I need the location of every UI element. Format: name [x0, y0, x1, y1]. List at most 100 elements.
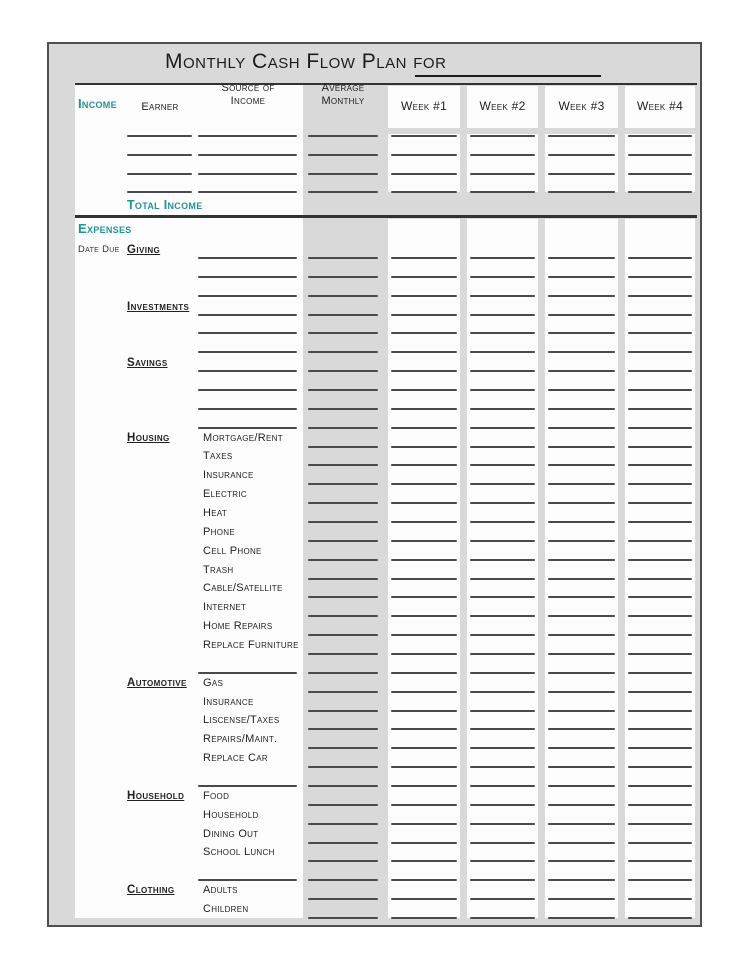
- expense-week1-field[interactable]: [391, 634, 457, 637]
- expense-week1-field[interactable]: [391, 332, 457, 335]
- expense-week2-field[interactable]: [470, 822, 535, 825]
- expense-week2-field[interactable]: [470, 652, 535, 655]
- expense-avg-monthly-field[interactable]: [308, 634, 378, 637]
- expense-week3-field[interactable]: [548, 634, 615, 637]
- title-blank-line[interactable]: [415, 75, 601, 77]
- expense-week2-field[interactable]: [470, 445, 535, 448]
- expense-week4-field[interactable]: [628, 690, 692, 693]
- income-earner-field[interactable]: [127, 153, 192, 156]
- expense-week2-field[interactable]: [470, 407, 535, 410]
- expense-week1-field[interactable]: [391, 407, 457, 410]
- expense-week1-field[interactable]: [391, 747, 457, 750]
- expense-avg-monthly-field[interactable]: [308, 388, 378, 391]
- expense-week2-field[interactable]: [470, 388, 535, 391]
- expense-avg-monthly-field[interactable]: [308, 803, 378, 806]
- expense-source-field[interactable]: [198, 388, 297, 391]
- expense-week3-field[interactable]: [548, 275, 615, 278]
- income-week4-field[interactable]: [628, 135, 692, 137]
- expense-week3-field[interactable]: [548, 803, 615, 806]
- expense-week2-field[interactable]: [470, 313, 535, 316]
- expense-avg-monthly-field[interactable]: [308, 502, 378, 505]
- expense-avg-monthly-field[interactable]: [308, 728, 378, 731]
- expense-week1-field[interactable]: [391, 841, 457, 844]
- expense-week3-field[interactable]: [548, 822, 615, 825]
- expense-week3-field[interactable]: [548, 426, 615, 429]
- expense-week3-field[interactable]: [548, 860, 615, 863]
- expense-week4-field[interactable]: [628, 766, 692, 769]
- expense-source-field[interactable]: [198, 257, 297, 259]
- expense-week2-field[interactable]: [470, 898, 535, 901]
- income-week2-field[interactable]: [470, 135, 535, 137]
- expense-avg-monthly-field[interactable]: [308, 539, 378, 542]
- expense-week4-field[interactable]: [628, 652, 692, 655]
- expense-week2-field[interactable]: [470, 634, 535, 637]
- expense-week4-field[interactable]: [628, 483, 692, 486]
- expense-week1-field[interactable]: [391, 275, 457, 278]
- expense-avg-monthly-field[interactable]: [308, 275, 378, 278]
- expense-avg-monthly-field[interactable]: [308, 407, 378, 410]
- expense-week1-field[interactable]: [391, 313, 457, 316]
- expense-week3-field[interactable]: [548, 898, 615, 901]
- expense-week2-field[interactable]: [470, 483, 535, 486]
- expense-avg-monthly-field[interactable]: [308, 615, 378, 618]
- income-earner-field[interactable]: [127, 172, 192, 175]
- expense-week1-field[interactable]: [391, 520, 457, 523]
- expense-week1-field[interactable]: [391, 426, 457, 429]
- expense-week4-field[interactable]: [628, 822, 692, 825]
- expense-week3-field[interactable]: [548, 577, 615, 580]
- expense-week2-field[interactable]: [470, 294, 535, 297]
- expense-week4-field[interactable]: [628, 860, 692, 863]
- expense-week1-field[interactable]: [391, 577, 457, 580]
- expense-week4-field[interactable]: [628, 747, 692, 750]
- expense-avg-monthly-field[interactable]: [308, 822, 378, 825]
- expense-week2-field[interactable]: [470, 916, 535, 919]
- expense-week4-field[interactable]: [628, 803, 692, 806]
- expense-avg-monthly-field[interactable]: [308, 860, 378, 863]
- expense-week1-field[interactable]: [391, 860, 457, 863]
- expense-week2-field[interactable]: [470, 841, 535, 844]
- expense-week3-field[interactable]: [548, 709, 615, 712]
- expense-week3-field[interactable]: [548, 615, 615, 618]
- expense-week3-field[interactable]: [548, 351, 615, 354]
- expense-week2-field[interactable]: [470, 671, 535, 674]
- income-week4-field[interactable]: [628, 191, 692, 194]
- expense-week2-field[interactable]: [470, 784, 535, 787]
- expense-week4-field[interactable]: [628, 351, 692, 354]
- expense-week4-field[interactable]: [628, 520, 692, 523]
- income-avg-monthly-field[interactable]: [308, 191, 378, 194]
- expense-week2-field[interactable]: [470, 709, 535, 712]
- expense-week4-field[interactable]: [628, 370, 692, 373]
- expense-source-field[interactable]: [198, 351, 297, 354]
- expense-week4-field[interactable]: [628, 426, 692, 429]
- expense-week4-field[interactable]: [628, 634, 692, 637]
- expense-week1-field[interactable]: [391, 784, 457, 787]
- income-week1-field[interactable]: [391, 135, 457, 137]
- expense-week4-field[interactable]: [628, 784, 692, 787]
- expense-week2-field[interactable]: [470, 728, 535, 731]
- expense-week3-field[interactable]: [548, 445, 615, 448]
- expense-week3-field[interactable]: [548, 784, 615, 787]
- expense-week3-field[interactable]: [548, 539, 615, 542]
- expense-week4-field[interactable]: [628, 841, 692, 844]
- expense-week4-field[interactable]: [628, 879, 692, 882]
- income-week2-field[interactable]: [470, 191, 535, 194]
- expense-avg-monthly-field[interactable]: [308, 464, 378, 467]
- expense-avg-monthly-field[interactable]: [308, 596, 378, 599]
- income-source-field[interactable]: [198, 191, 297, 194]
- expense-avg-monthly-field[interactable]: [308, 426, 378, 429]
- expense-week2-field[interactable]: [470, 351, 535, 354]
- expense-week3-field[interactable]: [548, 690, 615, 693]
- expense-week2-field[interactable]: [470, 426, 535, 429]
- income-week4-field[interactable]: [628, 153, 692, 156]
- income-avg-monthly-field[interactable]: [308, 172, 378, 175]
- expense-week4-field[interactable]: [628, 558, 692, 561]
- expense-week1-field[interactable]: [391, 351, 457, 354]
- expense-week4-field[interactable]: [628, 502, 692, 505]
- expense-avg-monthly-field[interactable]: [308, 916, 378, 919]
- income-earner-field[interactable]: [127, 191, 192, 194]
- expense-week1-field[interactable]: [391, 709, 457, 712]
- expense-week3-field[interactable]: [548, 370, 615, 373]
- expense-week1-field[interactable]: [391, 822, 457, 825]
- expense-source-field[interactable]: [198, 370, 297, 373]
- expense-week3-field[interactable]: [548, 728, 615, 731]
